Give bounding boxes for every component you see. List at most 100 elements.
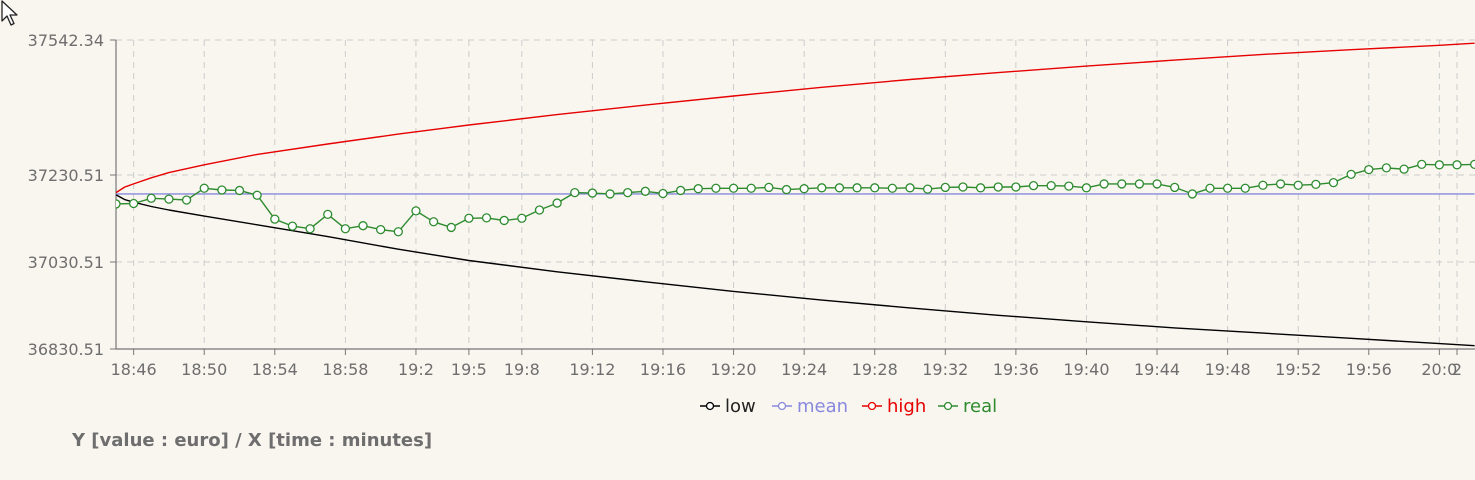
y-tick-label: 37030.51 bbox=[28, 253, 104, 272]
series-real-point bbox=[287, 221, 298, 231]
series-real-point bbox=[340, 224, 351, 234]
series-real-point bbox=[975, 183, 986, 193]
x-tick-label: 2 bbox=[1452, 360, 1462, 379]
legend-label-low: low bbox=[725, 396, 756, 417]
series-real-point bbox=[958, 182, 968, 192]
series-real-point bbox=[181, 195, 192, 205]
x-tick-label: 19:20 bbox=[711, 360, 757, 379]
x-tick-label: 18:46 bbox=[111, 360, 157, 379]
legend-item-mean[interactable]: mean bbox=[772, 396, 848, 417]
x-tick-label: 19:16 bbox=[640, 360, 686, 379]
series-real-point bbox=[217, 185, 227, 195]
series-real-point bbox=[728, 183, 739, 193]
series-real-point bbox=[499, 215, 509, 226]
series-high-line bbox=[116, 42, 1475, 194]
series-real-point bbox=[887, 183, 898, 193]
legend-label-real: real bbox=[963, 396, 997, 417]
legend-marker-real bbox=[943, 401, 953, 411]
x-tick-label: 19:40 bbox=[1063, 360, 1109, 379]
y-axis-ticks: 37542.34 37230.51 37030.51 36830.51 bbox=[28, 31, 116, 359]
series-real-point bbox=[116, 199, 121, 209]
series-real-point bbox=[570, 187, 580, 198]
series-real-point bbox=[464, 213, 474, 223]
series-real-point bbox=[1028, 181, 1039, 191]
x-tick-label: 19:52 bbox=[1275, 360, 1321, 379]
series-real-point bbox=[1258, 180, 1268, 190]
series-real-point bbox=[446, 222, 456, 233]
series-real-point bbox=[711, 183, 721, 193]
series-real-point bbox=[746, 183, 756, 193]
x-tick-label: 19:32 bbox=[922, 360, 968, 379]
x-tick-label: 19:2 bbox=[398, 360, 434, 379]
x-tick-label: 19:48 bbox=[1205, 360, 1251, 379]
series-real-point bbox=[905, 183, 915, 193]
series-real-point bbox=[1275, 179, 1286, 189]
series-real-point bbox=[128, 198, 139, 209]
series-real-point bbox=[1364, 164, 1374, 175]
legend-marker-low bbox=[705, 401, 715, 411]
series-real-point bbox=[1222, 183, 1233, 193]
series-real-point bbox=[764, 182, 774, 193]
series-real-point bbox=[517, 213, 527, 223]
series-real-point bbox=[1011, 182, 1021, 192]
series-real-point bbox=[640, 186, 650, 196]
legend-marker-high bbox=[867, 401, 877, 411]
series-real-point bbox=[1134, 179, 1145, 189]
series-real-point bbox=[993, 182, 1003, 192]
legend-marker-mean bbox=[777, 401, 787, 411]
series-real-point bbox=[781, 184, 792, 195]
series-real-point bbox=[252, 190, 262, 200]
x-tick-label: 18:50 bbox=[181, 360, 227, 379]
x-tick-label: 19:44 bbox=[1134, 360, 1180, 379]
series-real-point bbox=[1187, 189, 1197, 199]
series-real-point bbox=[1399, 164, 1409, 174]
series-real-point bbox=[1469, 159, 1475, 170]
series-real-point bbox=[393, 227, 403, 237]
plot-area bbox=[116, 42, 1475, 347]
series-real-point bbox=[1117, 179, 1127, 189]
series-real-point bbox=[358, 221, 368, 231]
chart-series bbox=[116, 42, 1475, 347]
series-real-point bbox=[1381, 163, 1392, 173]
series-real-point bbox=[1046, 181, 1056, 191]
series-real-point bbox=[817, 183, 827, 193]
series-real-point bbox=[323, 209, 333, 220]
series-real-point bbox=[675, 185, 686, 196]
axis-caption: Y [value : euro] / X [time : minutes] bbox=[72, 430, 433, 451]
x-tick-label: 19:12 bbox=[569, 360, 615, 379]
legend-item-real[interactable]: real bbox=[938, 396, 997, 417]
series-low-line bbox=[116, 194, 1475, 347]
line-chart: 37542.34 37230.51 37030.51 36830.51 18:46 18… bbox=[28, 31, 1475, 417]
legend-item-low[interactable]: low bbox=[700, 396, 756, 417]
series-real-point bbox=[1293, 180, 1303, 190]
x-tick-label: 19:56 bbox=[1346, 360, 1392, 379]
series-real-point bbox=[199, 183, 209, 193]
series-real-point bbox=[270, 214, 280, 224]
series-real-point bbox=[834, 183, 845, 193]
series-real-point bbox=[1328, 177, 1339, 188]
legend-label-high: high bbox=[887, 396, 926, 417]
series-real-point bbox=[870, 183, 880, 193]
series-real-point bbox=[1152, 179, 1162, 189]
series-real-point bbox=[623, 187, 633, 198]
series-real-point bbox=[481, 213, 492, 223]
series-real-point bbox=[605, 189, 615, 199]
series-real-point bbox=[1170, 182, 1180, 193]
y-tick-label: 36830.51 bbox=[28, 340, 104, 359]
x-tick-label: 19:28 bbox=[852, 360, 898, 379]
x-axis-ticks: 18:46 18:50 18:54 18:58 19:2 19:5 19:8 19:12 19:… bbox=[111, 349, 1462, 379]
series-real-point bbox=[376, 224, 386, 235]
x-tick-label: 19:5 bbox=[451, 360, 487, 379]
series-real-point bbox=[799, 184, 809, 194]
y-tick-label: 37230.51 bbox=[28, 166, 104, 185]
series-real-point bbox=[852, 183, 862, 193]
series-real-point bbox=[1311, 179, 1321, 190]
y-tick-label: 37542.34 bbox=[28, 31, 104, 50]
x-tick-label: 19:36 bbox=[993, 360, 1039, 379]
chart-legend[interactable]: low mean high real bbox=[700, 396, 997, 417]
x-tick-label: 20:0 bbox=[1421, 360, 1457, 379]
series-real-point bbox=[411, 206, 421, 216]
series-real-point bbox=[1417, 159, 1427, 170]
legend-item-high[interactable]: high bbox=[862, 396, 926, 417]
series-real-point bbox=[923, 184, 933, 194]
